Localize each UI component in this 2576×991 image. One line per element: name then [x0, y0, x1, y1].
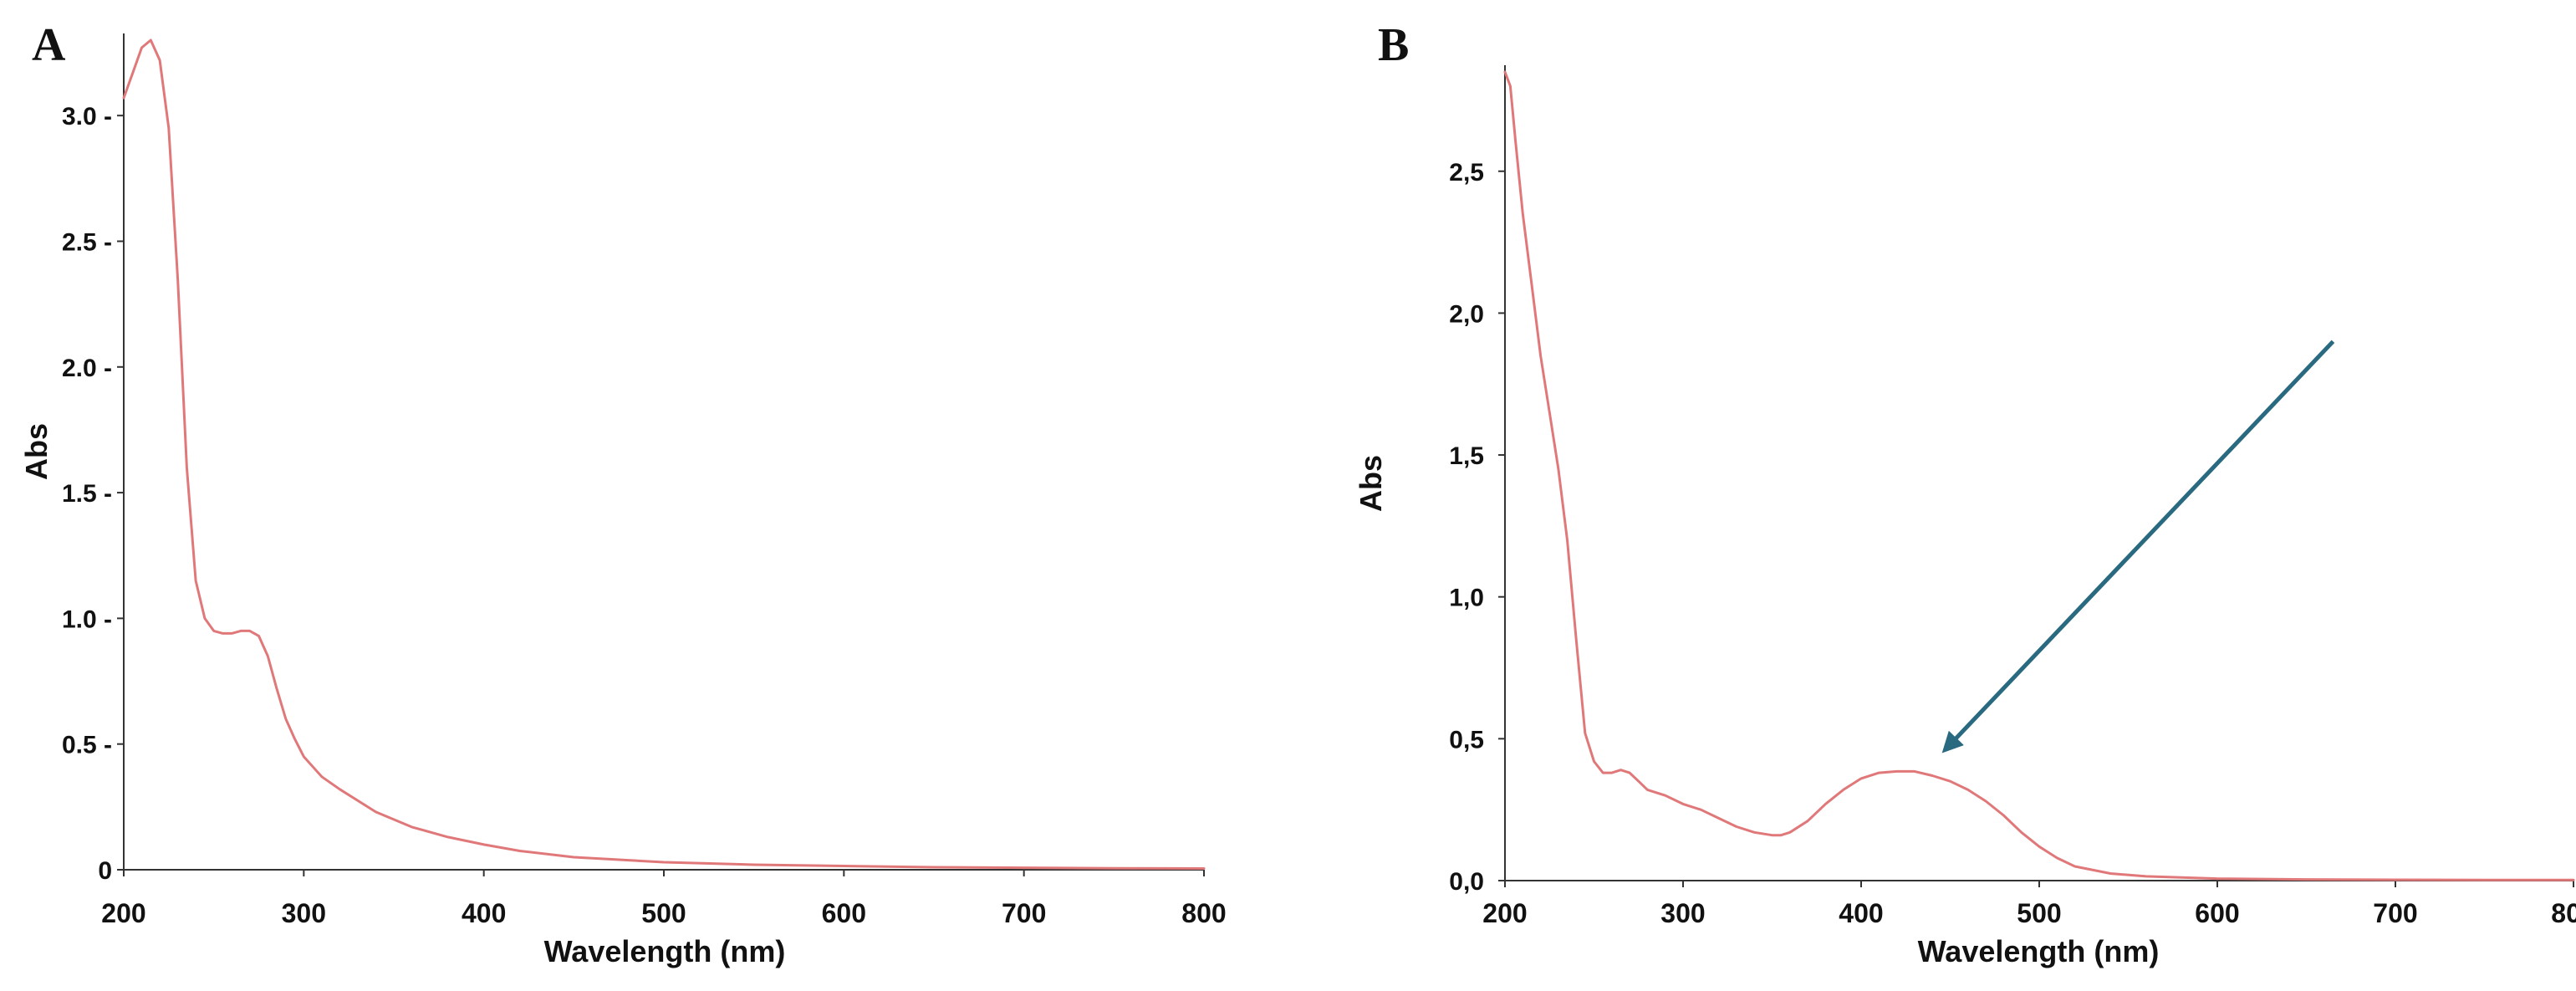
y-tick-label: 2,5	[1449, 159, 1484, 186]
y-tick-label: 0.5 -	[62, 732, 112, 759]
x-axis-title-a: Wavelength (nm)	[544, 934, 786, 968]
peak-arrow-annotation	[1941, 340, 2335, 753]
y-tick-label: 2.0 -	[62, 355, 112, 382]
y-tick-label: 1,5	[1449, 442, 1484, 470]
panel-letter-a: A	[32, 19, 66, 71]
absorbance-series-a	[122, 38, 1206, 870]
x-tick-label: 800	[1181, 898, 1226, 928]
x-tick-label: 600	[2195, 898, 2239, 928]
y-tick-label: 0,5	[1449, 726, 1484, 753]
x-tick-label: 500	[2017, 898, 2061, 928]
x-tick-label: 200	[101, 898, 145, 928]
y-axis-title-a: Abs	[19, 423, 54, 480]
panel-letter-b: B	[1378, 19, 1409, 71]
x-tick-label: 200	[1482, 898, 1527, 928]
x-tick-label: 600	[822, 898, 866, 928]
y-tick-label: 2.5 -	[62, 228, 112, 256]
y-tick-label: 1.0 -	[62, 605, 112, 633]
y-axis-title-b: Abs	[1354, 455, 1388, 512]
y-tick-label: 0,0	[1449, 868, 1484, 896]
x-tick-label: 400	[1839, 898, 1883, 928]
x-tick-label: 400	[462, 898, 506, 928]
absorbance-series-b	[1503, 70, 2575, 881]
y-tick-label: 1,0	[1449, 585, 1484, 612]
x-tick-label: 500	[641, 898, 686, 928]
y-tick-label: 3.0 -	[62, 103, 112, 130]
panel-b: B Abs Wavelength (nm) 200 300 400 500 600 700…	[1354, 19, 2576, 968]
panel-a: A Abs Wavelength (nm) 200 300 400 500 600 700…	[19, 19, 1227, 968]
y-tick-label: 1.5 -	[62, 480, 112, 508]
x-tick-label: 800	[2551, 898, 2576, 928]
x-tick-label: 700	[2373, 898, 2417, 928]
y-tick-label: 2,0	[1449, 300, 1484, 328]
y-tick-label: 0	[98, 857, 112, 885]
x-axis-title-b: Wavelength (nm)	[1918, 934, 2160, 968]
x-tick-label: 700	[1002, 898, 1046, 928]
x-tick-label: 300	[282, 898, 326, 928]
x-tick-label: 300	[1660, 898, 1705, 928]
